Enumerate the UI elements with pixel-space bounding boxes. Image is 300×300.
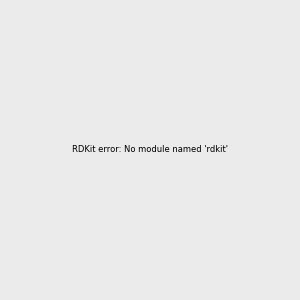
Text: RDKit error: No module named 'rdkit': RDKit error: No module named 'rdkit': [72, 146, 228, 154]
